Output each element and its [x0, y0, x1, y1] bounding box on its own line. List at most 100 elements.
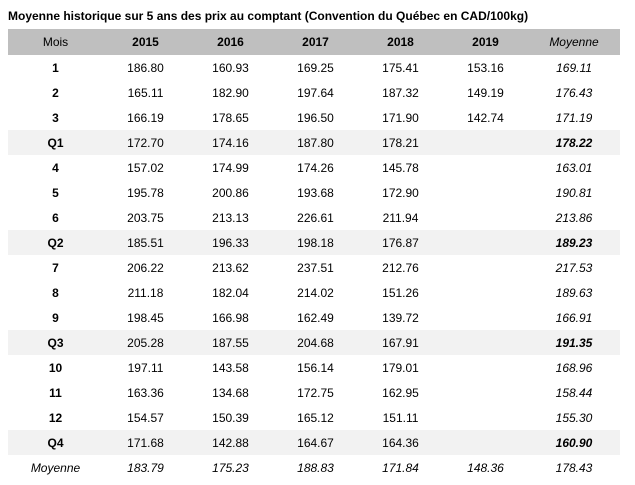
row-label: 3 [52, 110, 59, 125]
cell-value: 191.35 [555, 335, 593, 350]
column-header-2015: 2015 [132, 35, 159, 49]
cell-value: 187.80 [297, 135, 334, 150]
cell-value [443, 155, 528, 180]
table-body: 1 186.80 160.93 169.25 175.41 153.16 169.11 2 16… [8, 55, 620, 480]
cell-value: 237.51 [297, 260, 334, 275]
cell-value: 153.16 [467, 60, 504, 75]
cell-value [443, 180, 528, 205]
table-row-7: 7 206.22 213.62 237.51 212.76 217.53 [8, 255, 620, 280]
cell-value [443, 355, 528, 380]
cell-value: 134.68 [212, 385, 249, 400]
cell-value: 193.68 [297, 185, 334, 200]
table-row-12: 12 154.57 150.39 165.12 151.11 155.30 [8, 405, 620, 430]
cell-value: 149.19 [467, 85, 504, 100]
row-label: 11 [49, 385, 62, 400]
cell-value: 151.11 [382, 410, 419, 425]
cell-value: 139.72 [382, 310, 419, 325]
cell-value: 162.49 [297, 310, 334, 325]
row-label: Moyenne [30, 460, 81, 475]
table-row-q3: Q3 205.28 187.55 204.68 167.91 191.35 [8, 330, 620, 355]
table-row-moyenne: Moyenne 183.79 175.23 188.83 171.84 148.36 178… [8, 455, 620, 480]
row-label: 10 [48, 360, 63, 375]
cell-value: 163.36 [127, 385, 164, 400]
cell-value: 164.67 [297, 435, 334, 450]
cell-value: 196.33 [212, 235, 249, 250]
cell-value: 168.96 [555, 360, 593, 375]
cell-value [443, 280, 528, 305]
table-row-2: 2 165.11 182.90 197.64 187.32 149.19 176.43 [8, 80, 620, 105]
table-row-10: 10 197.11 143.58 156.14 179.01 168.96 [8, 355, 620, 380]
row-label: 6 [52, 210, 59, 225]
cell-value: 212.76 [382, 260, 419, 275]
cell-value: 188.83 [297, 460, 334, 475]
table-row-11: 11 163.36 134.68 172.75 162.95 158.44 [8, 380, 620, 405]
cell-value: 204.68 [297, 335, 334, 350]
cell-value: 151.26 [382, 285, 419, 300]
header-row: Mois 2015 2016 2017 2018 2019 Moyenne [8, 29, 620, 55]
cell-value: 176.43 [555, 85, 593, 100]
cell-value: 167.91 [382, 335, 419, 350]
cell-value [443, 405, 528, 430]
cell-value [443, 230, 528, 255]
cell-value: 206.22 [127, 260, 164, 275]
row-label: Q1 [47, 135, 64, 150]
cell-value: 157.02 [127, 160, 164, 175]
table-row-q4: Q4 171.68 142.88 164.67 164.36 160.90 [8, 430, 620, 455]
cell-value: 171.19 [555, 110, 593, 125]
cell-value: 175.41 [382, 60, 419, 75]
cell-value [443, 130, 528, 155]
cell-value: 145.78 [382, 160, 419, 175]
column-header-mois: Mois [42, 35, 69, 49]
table-row-1: 1 186.80 160.93 169.25 175.41 153.16 169.11 [8, 55, 620, 80]
cell-value [443, 430, 528, 455]
cell-value: 197.64 [297, 85, 334, 100]
cell-value: 195.78 [127, 185, 164, 200]
cell-value: 174.26 [297, 160, 334, 175]
cell-value: 150.39 [212, 410, 249, 425]
cell-value [443, 305, 528, 330]
cell-value: 142.88 [212, 435, 249, 450]
cell-value: 163.01 [555, 160, 593, 175]
row-label: 8 [52, 285, 59, 300]
cell-value [443, 255, 528, 280]
cell-value: 142.74 [467, 110, 504, 125]
row-label: 12 [48, 410, 63, 425]
column-header-moyenne: Moyenne [549, 35, 599, 49]
cell-value: 143.58 [212, 360, 249, 375]
cell-value: 166.91 [555, 310, 593, 325]
cell-value: 182.04 [212, 285, 249, 300]
cell-value: 205.28 [127, 335, 164, 350]
cell-value: 187.55 [212, 335, 249, 350]
cell-value [443, 330, 528, 355]
table-row-4: 4 157.02 174.99 174.26 145.78 163.01 [8, 155, 620, 180]
table-title: Moyenne historique sur 5 ans des prix au… [8, 9, 529, 23]
cell-value: 213.13 [212, 210, 249, 225]
cell-value: 160.93 [212, 60, 249, 75]
table-row-8: 8 211.18 182.04 214.02 151.26 189.63 [8, 280, 620, 305]
cell-value: 196.50 [297, 110, 334, 125]
table-row-q2: Q2 185.51 196.33 198.18 176.87 189.23 [8, 230, 620, 255]
cell-value: 200.86 [212, 185, 249, 200]
cell-value: 211.94 [382, 210, 419, 225]
cell-value: 226.61 [297, 210, 334, 225]
column-header-2016: 2016 [217, 35, 244, 49]
cell-value: 183.79 [127, 460, 164, 475]
table-row-5: 5 195.78 200.86 193.68 172.90 190.81 [8, 180, 620, 205]
cell-value: 162.95 [382, 385, 419, 400]
cell-value: 179.01 [382, 360, 419, 375]
table-row-3: 3 166.19 178.65 196.50 171.90 142.74 171.19 [8, 105, 620, 130]
cell-value: 172.75 [297, 385, 334, 400]
cell-value: 178.43 [555, 460, 593, 475]
column-header-2018: 2018 [387, 35, 414, 49]
cell-value: 187.32 [382, 85, 419, 100]
cell-value: 154.57 [127, 410, 164, 425]
cell-value: 166.98 [212, 310, 249, 325]
row-label: 2 [52, 85, 59, 100]
cell-value: 156.14 [297, 360, 334, 375]
cell-value: 189.63 [555, 285, 593, 300]
column-header-2017: 2017 [302, 35, 329, 49]
cell-value: 185.51 [127, 235, 164, 250]
cell-value: 169.11 [556, 60, 592, 75]
cell-value: 197.11 [127, 360, 164, 375]
